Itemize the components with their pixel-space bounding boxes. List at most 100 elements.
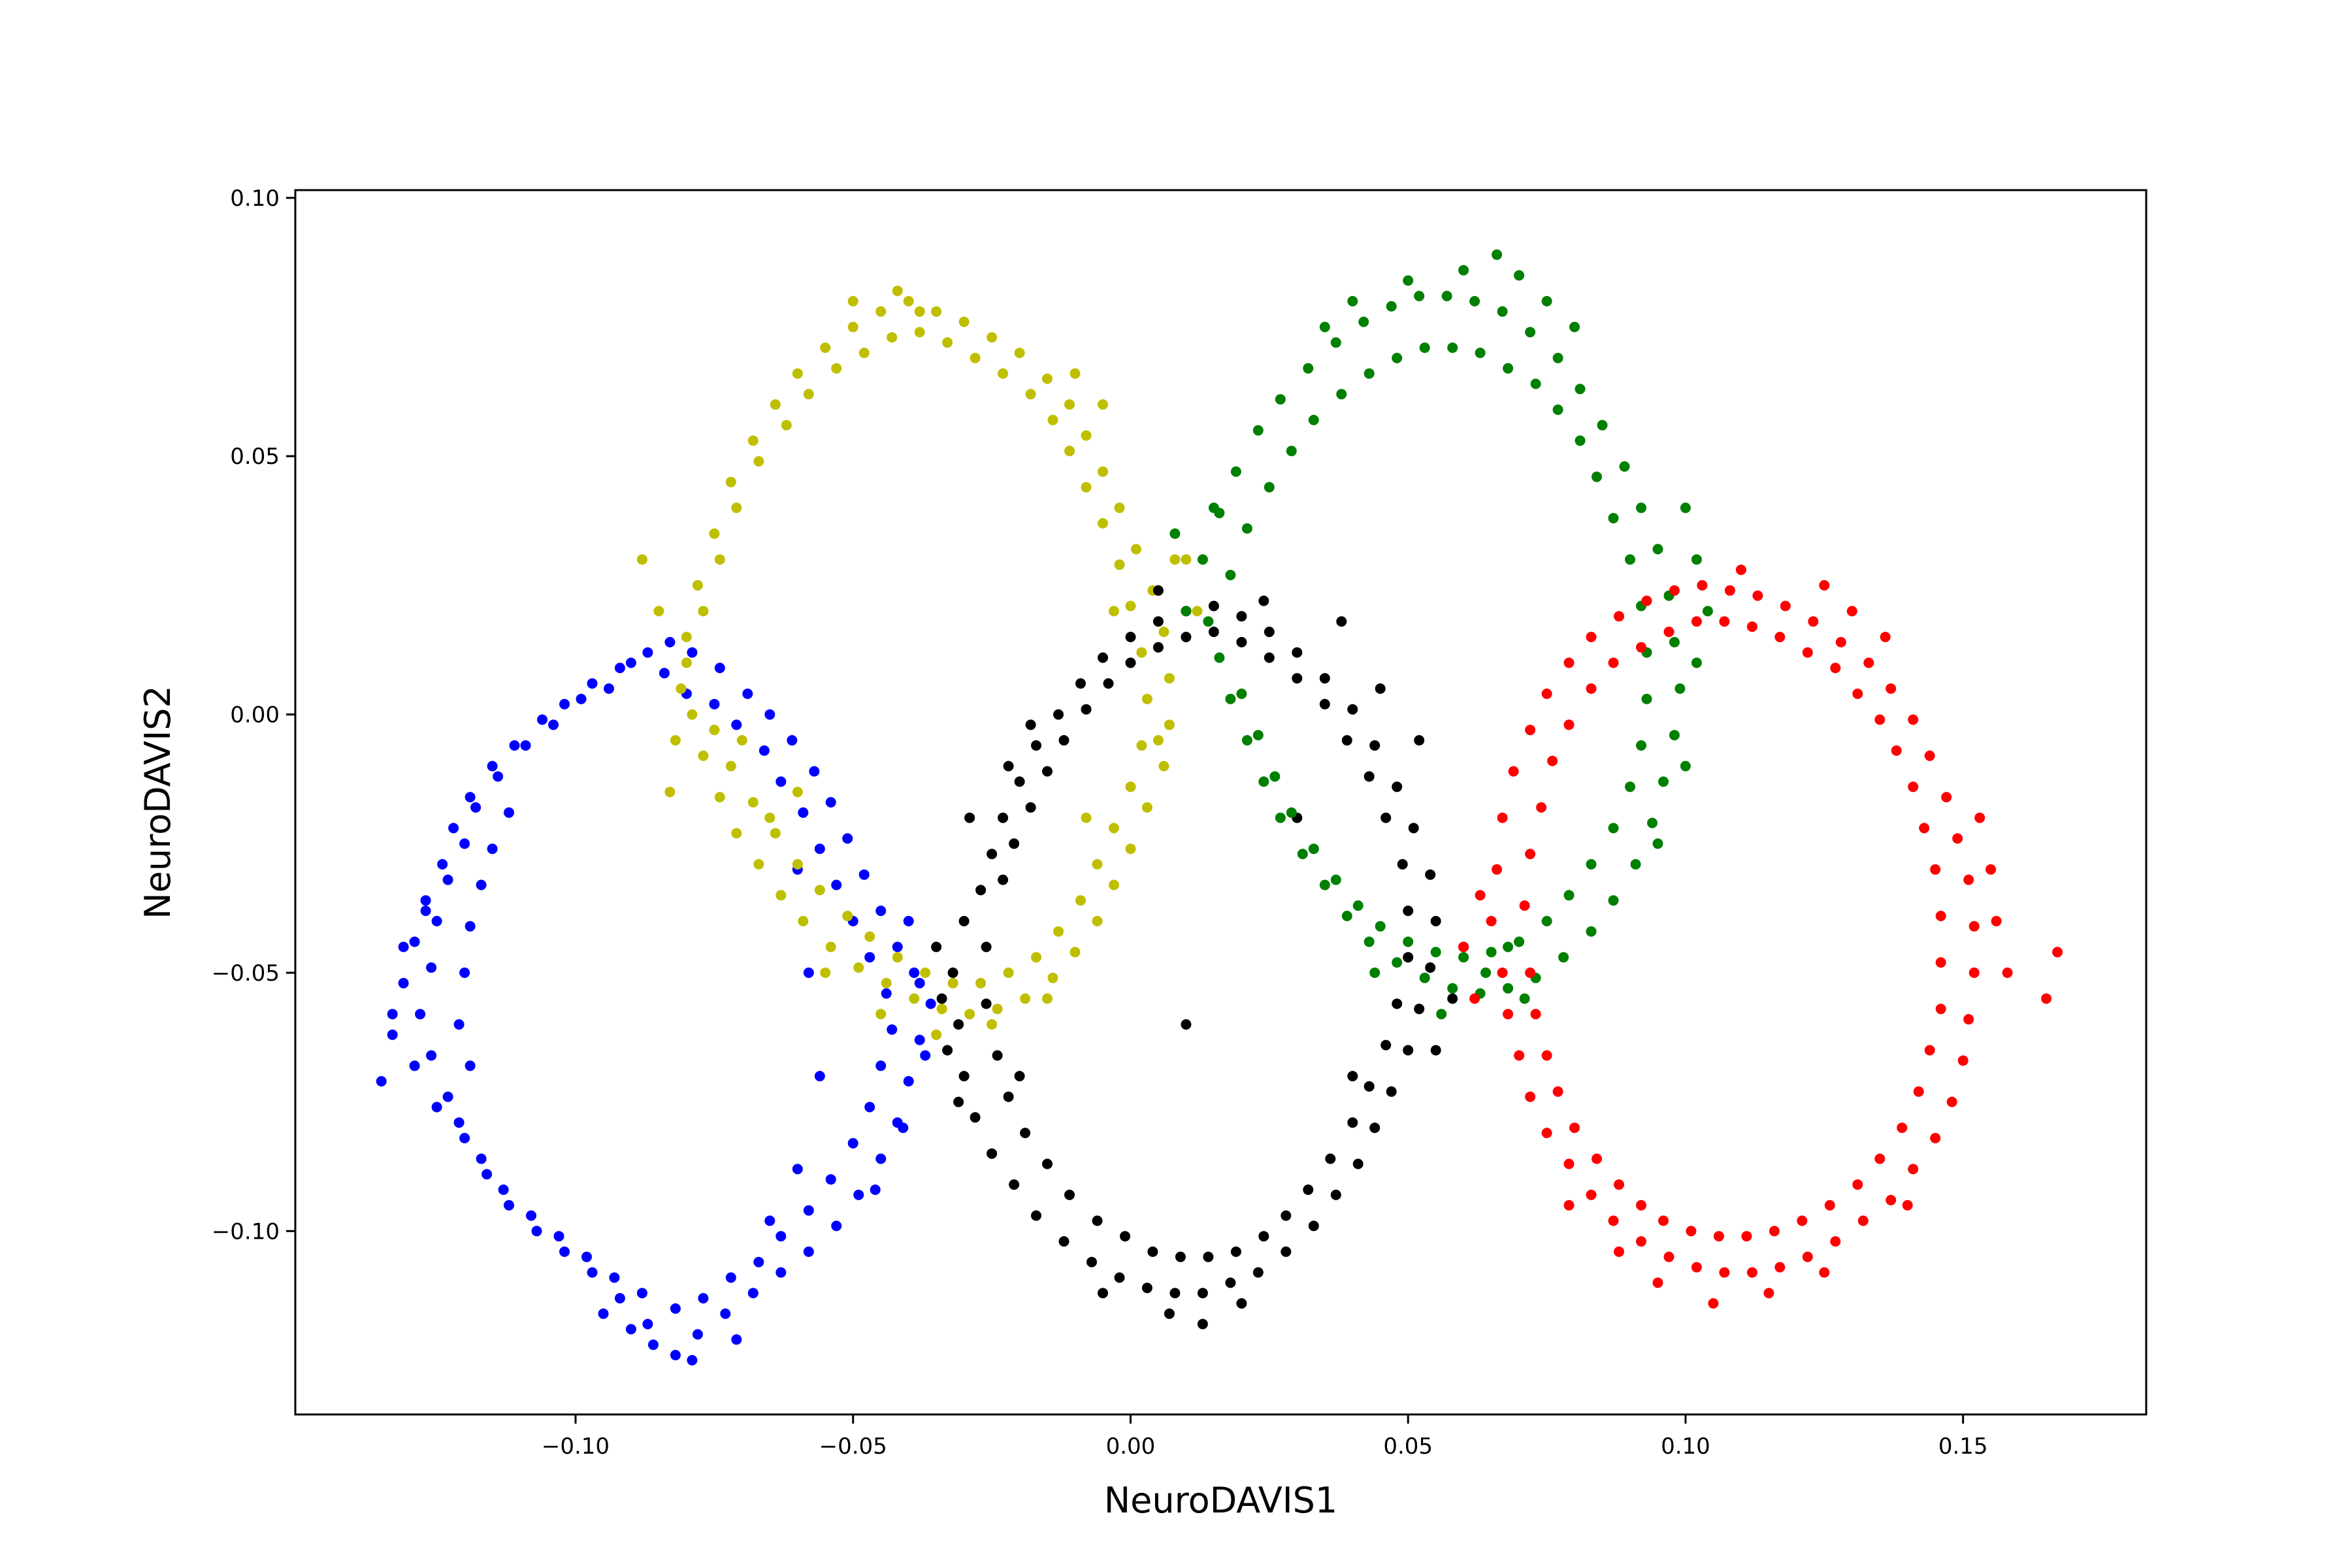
scatter-point — [636, 1288, 647, 1299]
scatter-point — [1158, 760, 1169, 772]
scatter-point — [1141, 1282, 1152, 1294]
x-tick-label: −0.05 — [819, 1433, 887, 1460]
scatter-point — [1125, 600, 1136, 612]
scatter-point — [1375, 921, 1386, 932]
scatter-point — [1636, 502, 1646, 514]
scatter-point — [1192, 606, 1203, 617]
y-tick-label: 0.00 — [230, 702, 280, 728]
scatter-point — [964, 1009, 975, 1020]
scatter-point — [1741, 1231, 1752, 1242]
scatter-point — [1109, 823, 1119, 834]
scatter-point — [1658, 776, 1669, 787]
scatter-point — [747, 1288, 759, 1299]
scatter-point — [1586, 632, 1597, 642]
scatter-point — [1652, 1277, 1663, 1288]
scatter-point — [1241, 735, 1252, 746]
scatter-point — [1908, 781, 1919, 792]
scatter-point — [1014, 776, 1025, 787]
scatter-point — [636, 554, 647, 565]
scatter-point — [526, 1210, 536, 1221]
scatter-point — [2052, 947, 2063, 958]
scatter-point — [1719, 1267, 1730, 1278]
scatter-point — [1563, 1200, 1575, 1211]
scatter-point — [1403, 906, 1414, 917]
scatter-point — [909, 967, 920, 978]
scatter-point — [1503, 363, 1514, 374]
scatter-point — [581, 1251, 592, 1262]
scatter-point — [1558, 952, 1569, 963]
scatter-point — [1308, 1220, 1319, 1232]
scatter-point — [670, 1303, 681, 1314]
scatter-point — [831, 879, 842, 890]
scatter-point — [1586, 926, 1597, 937]
scatter-point — [936, 993, 947, 1004]
scatter-point — [1375, 683, 1386, 694]
scatter-point — [1042, 766, 1053, 777]
scatter-point — [1336, 389, 1347, 400]
scatter-point — [881, 988, 892, 999]
scatter-point — [1946, 1096, 1957, 1107]
scatter-point — [1347, 296, 1358, 306]
scatter-point — [1020, 993, 1031, 1004]
scatter-point — [1031, 1210, 1041, 1221]
scatter-point — [803, 389, 814, 400]
scatter-point — [1136, 647, 1147, 658]
scatter-point — [875, 1153, 887, 1164]
scatter-point — [1669, 730, 1680, 741]
scatter-point — [898, 1122, 909, 1134]
scatter-point — [1319, 321, 1330, 333]
scatter-point — [1236, 1298, 1247, 1309]
scatter-point — [1780, 600, 1791, 612]
scatter-point — [431, 1102, 442, 1113]
scatter-point — [1569, 321, 1580, 333]
scatter-point — [1957, 1055, 1968, 1066]
scatter-point — [1408, 823, 1419, 834]
scatter-point — [1503, 983, 1514, 994]
scatter-point — [958, 1071, 970, 1082]
scatter-point — [998, 368, 1009, 379]
scatter-point — [958, 915, 970, 926]
scatter-point — [1031, 952, 1041, 963]
scatter-point — [1497, 306, 1508, 317]
scatter-point — [1880, 632, 1891, 642]
scatter-point — [559, 1246, 570, 1257]
scatter-point — [1508, 766, 1519, 777]
scatter-point — [1608, 513, 1619, 524]
scatter-point — [1003, 1091, 1014, 1102]
scatter-point — [1614, 611, 1624, 622]
scatter-point — [1081, 430, 1092, 441]
scatter-point — [1403, 1045, 1414, 1056]
scatter-point — [1208, 600, 1219, 612]
scatter-point — [1974, 812, 1985, 823]
scatter-point — [1886, 683, 1897, 694]
scatter-point — [1575, 384, 1586, 395]
scatter-point — [803, 967, 814, 978]
scatter-point — [398, 941, 409, 953]
scatter-point — [1525, 1091, 1536, 1102]
scatter-point — [1152, 616, 1164, 627]
x-tick-label: 0.00 — [1106, 1433, 1156, 1460]
scatter-point — [1303, 1184, 1314, 1195]
scatter-point — [1525, 725, 1536, 736]
scatter-point — [1347, 1117, 1358, 1128]
scatter-point — [1563, 657, 1575, 668]
scatter-point — [709, 725, 720, 736]
scatter-point — [1058, 735, 1070, 746]
scatter-point — [1430, 947, 1441, 958]
scatter-point — [1441, 291, 1452, 302]
scatter-point — [1935, 957, 1946, 968]
scatter-point — [387, 1029, 398, 1040]
scatter-point — [1330, 1189, 1341, 1200]
scatter-point — [1152, 735, 1164, 746]
scatter-point — [1319, 673, 1330, 684]
scatter-point — [1586, 858, 1597, 870]
scatter-point — [825, 797, 836, 808]
scatter-point — [792, 368, 803, 379]
scatter-point — [1241, 523, 1252, 534]
scatter-point — [903, 296, 914, 306]
scatter-point — [1175, 1251, 1186, 1262]
scatter-point — [1103, 678, 1114, 689]
scatter-point — [1908, 714, 1919, 725]
scatter-point — [1031, 740, 1041, 751]
scatter-point — [1181, 1019, 1192, 1030]
